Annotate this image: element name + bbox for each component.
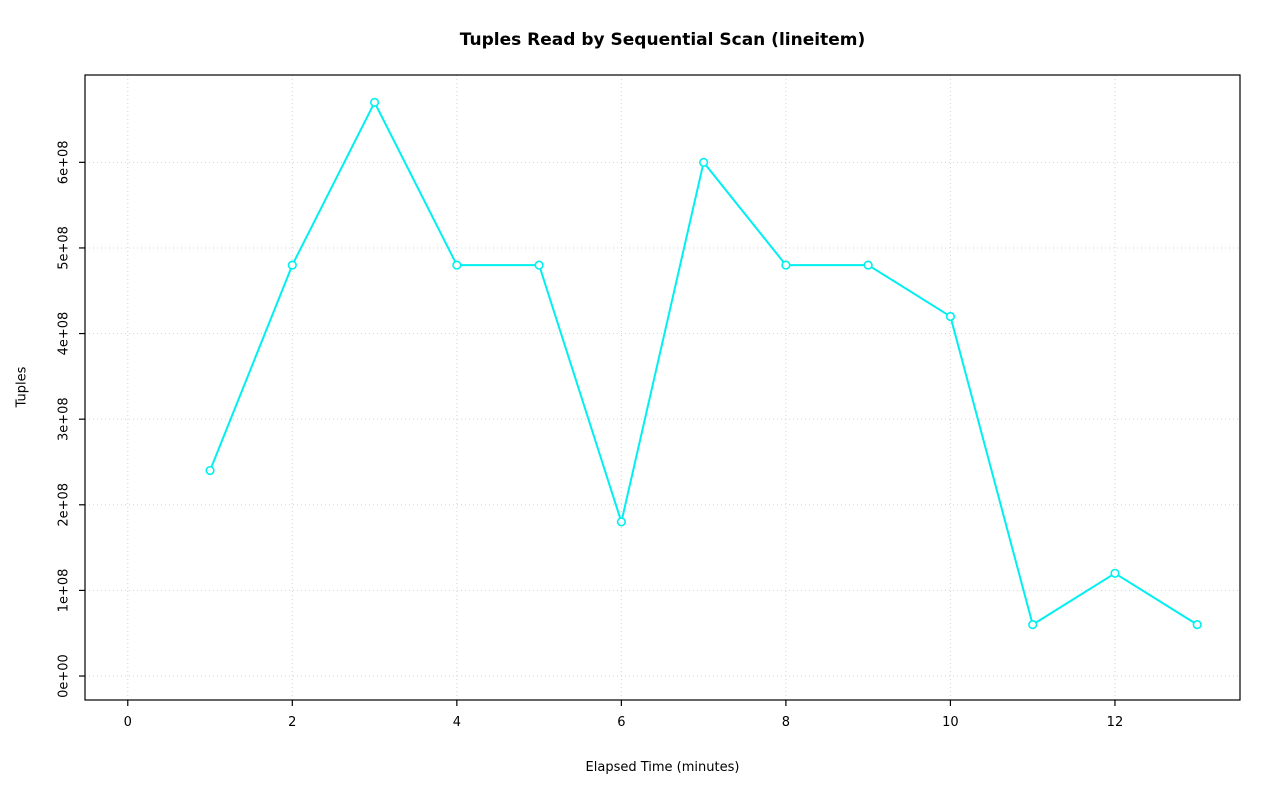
x-tick-label: 8	[782, 715, 790, 730]
y-tick-label: 6e+08	[57, 140, 72, 184]
data-point	[863, 260, 873, 270]
data-point	[699, 157, 709, 167]
x-tick-label: 2	[288, 715, 296, 730]
data-point	[1028, 620, 1038, 630]
data-point	[287, 260, 297, 270]
x-tick-label: 4	[453, 715, 461, 730]
data-point	[452, 260, 462, 270]
data-point	[616, 517, 626, 527]
chart-title: Tuples Read by Sequential Scan (lineitem…	[459, 30, 866, 50]
data-point	[945, 311, 956, 322]
plot-border	[84, 74, 1241, 701]
data-point	[534, 260, 544, 270]
y-tick-label: 1e+08	[57, 569, 72, 613]
x-tick-label: 0	[124, 715, 132, 730]
data-point	[369, 97, 380, 107]
x-tick-label: 12	[1107, 715, 1124, 730]
y-tick-label: 5e+08	[57, 226, 72, 270]
y-tick-label: 2e+08	[57, 483, 72, 527]
data-point	[1192, 620, 1202, 630]
y-tick-label: 0e+00	[57, 654, 72, 698]
data-point	[205, 465, 215, 476]
x-tick-label: 10	[942, 715, 959, 730]
data-line	[209, 101, 1199, 626]
x-tick-label: 6	[617, 715, 625, 730]
data-point	[781, 260, 791, 270]
y-tick-label: 4e+08	[57, 312, 72, 356]
x-axis-title: Elapsed Time (minutes)	[585, 760, 740, 775]
data-point	[1110, 568, 1120, 578]
y-tick-label: 3e+08	[57, 397, 72, 441]
